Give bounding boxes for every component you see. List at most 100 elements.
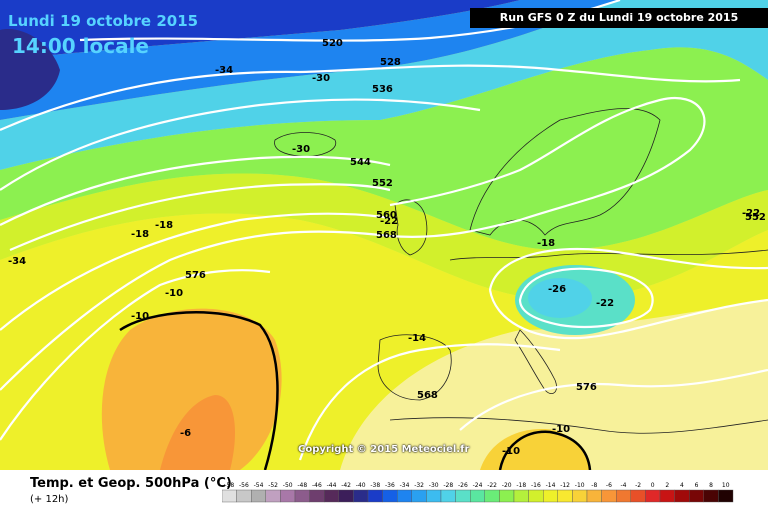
scale-label: -36: [385, 482, 395, 489]
cold-pool-inner: [528, 278, 592, 318]
scale-swatch: [528, 489, 544, 503]
africa-coast-outline: [389, 417, 768, 434]
scale-swatch: [499, 489, 515, 503]
geop-label: 576: [185, 270, 206, 281]
italy-outline: [514, 329, 557, 394]
land-outlines: [274, 108, 768, 434]
scale-label: 10: [722, 482, 730, 489]
temp-label: -10: [502, 446, 521, 457]
warm-pool-north-africa: [480, 429, 590, 470]
weather-map: [0, 0, 768, 470]
scale-swatch: [353, 489, 369, 503]
scale-label: -2: [635, 482, 641, 489]
isoline-552: [9, 183, 391, 252]
scale-swatch: [426, 489, 442, 503]
scale-swatch: [236, 489, 252, 503]
geop-label: 568: [417, 390, 438, 401]
scale-swatch: [382, 489, 398, 503]
isoline-south: [298, 343, 561, 461]
scale-swatch: [601, 489, 617, 503]
scale-swatch: [294, 489, 310, 503]
isotherm-bold: [119, 311, 279, 470]
scale-label: -18: [516, 482, 526, 489]
scale-swatch: [455, 489, 471, 503]
scale-swatch: [440, 489, 456, 503]
scale-swatch: [251, 489, 267, 503]
scale-label: -40: [356, 482, 366, 489]
scale-swatch: [513, 489, 529, 503]
isotherm-bold-africa: [498, 430, 592, 470]
scandinavia-outline: [469, 108, 661, 236]
scale-label: -30: [429, 482, 439, 489]
geop-label: 552: [745, 212, 766, 223]
scale-swatch: [338, 489, 354, 503]
geop-label: 536: [372, 84, 393, 95]
scale-label: 0: [651, 482, 655, 489]
scale-swatch: [586, 489, 602, 503]
scale-label: -22: [487, 482, 497, 489]
scale-label: -34: [400, 482, 410, 489]
temp-band-cyan: [0, 0, 768, 170]
scale-swatch: [718, 489, 734, 503]
temp-label: -34: [8, 256, 27, 267]
scale-label: -32: [414, 482, 424, 489]
scale-swatch: [630, 489, 646, 503]
scale-swatch: [543, 489, 559, 503]
geop-label: 528: [380, 57, 401, 68]
temp-band-light-yellow: [340, 270, 768, 470]
scale-swatch: [469, 489, 485, 503]
geop-label: 544: [350, 157, 371, 168]
scale-swatch: [659, 489, 675, 503]
scale-label: -20: [502, 482, 512, 489]
scale-label: -54: [254, 482, 264, 489]
temp-band-blue: [0, 0, 620, 120]
temp-band-dark-blue: [0, 0, 520, 60]
scale-swatch: [572, 489, 588, 503]
temp-label: -22: [380, 216, 399, 227]
isoline-536: [0, 98, 481, 191]
temp-label: -18: [155, 220, 174, 231]
legend-subtitle: (+ 12h): [30, 494, 69, 505]
isoline-trough-outer: [488, 248, 768, 340]
geop-label: 576: [576, 382, 597, 393]
scale-swatch: [265, 489, 281, 503]
temp-label: -22: [596, 298, 615, 309]
scale-label: -26: [458, 482, 468, 489]
temp-label: -30: [312, 73, 331, 84]
temp-label: -10: [131, 311, 150, 322]
isoline-568: [0, 97, 706, 391]
geop-label: 520: [322, 38, 343, 49]
scale-label: -14: [546, 482, 556, 489]
scale-swatch: [280, 489, 296, 503]
temp-label: -10: [165, 288, 184, 299]
scale-label: -46: [312, 482, 322, 489]
scale-swatch: [689, 489, 705, 503]
isoline-south-2: [459, 368, 768, 431]
geop-label: 552: [372, 178, 393, 189]
temp-label: -22: [742, 208, 761, 219]
temp-label: -34: [215, 65, 234, 76]
scale-swatch: [645, 489, 661, 503]
greenland-land: [0, 29, 60, 110]
forecast-time: 14:00 locale: [12, 34, 149, 58]
scale-swatch: [557, 489, 573, 503]
scale-label: -10: [575, 482, 585, 489]
geopotential-isolines: [0, 0, 768, 461]
scale-label: -38: [370, 482, 380, 489]
scale-label: 2: [665, 482, 669, 489]
scale-label: -16: [531, 482, 541, 489]
isoline-576: [0, 269, 271, 441]
temp-label: -26: [548, 284, 567, 295]
iberia-outline: [377, 334, 452, 401]
scale-swatch: [309, 489, 325, 503]
scale-label: -52: [268, 482, 278, 489]
warm-pool-atlantic: [101, 308, 282, 470]
scale-label: -50: [283, 482, 293, 489]
scale-swatch: [411, 489, 427, 503]
scale-label: -4: [621, 482, 627, 489]
isoline-trough-inner: [518, 267, 654, 328]
scale-label: -12: [560, 482, 570, 489]
scale-label: -24: [473, 482, 483, 489]
geop-label: 560: [376, 210, 397, 221]
